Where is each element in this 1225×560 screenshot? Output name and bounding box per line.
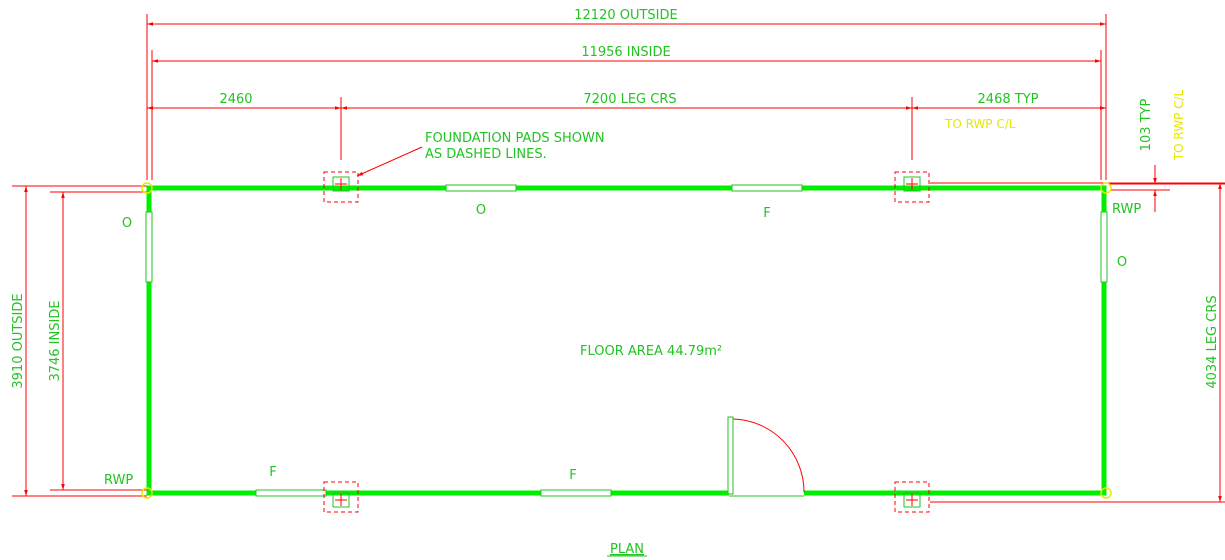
outside-length-label: 12120 OUTSIDE xyxy=(574,8,678,23)
window-bottom-left-label: F xyxy=(269,465,276,480)
window-top-right-label: F xyxy=(763,206,770,221)
window-top-left xyxy=(445,184,517,192)
rwp-marker-bottom-left xyxy=(141,487,153,499)
rwp-marker-top-left xyxy=(141,182,153,194)
rwp-marker-bottom-right xyxy=(1100,487,1112,499)
rwp-top-right-label: RWP xyxy=(1112,202,1141,217)
plan-title: PLAN xyxy=(610,542,644,557)
inside-width-label: 3746 INSIDE xyxy=(48,300,63,381)
foundation-pad-bottom-right xyxy=(894,481,930,513)
window-right xyxy=(1100,211,1108,283)
rwp-markers xyxy=(141,182,1112,499)
foundation-pad-top-right xyxy=(894,171,930,203)
foundation-leader xyxy=(356,146,423,177)
left-seg-label: 2460 xyxy=(219,92,252,107)
rwp-marker-top-right xyxy=(1100,182,1112,194)
door xyxy=(727,416,805,497)
window-left-label: O xyxy=(122,216,132,231)
window-top-right xyxy=(731,184,803,192)
rwp-offset-note: TO RWP C/L xyxy=(1172,89,1186,161)
rwp-offset-label: 103 TYP xyxy=(1139,99,1154,152)
windows xyxy=(145,184,1108,497)
window-right-label: O xyxy=(1117,255,1127,270)
door-swing xyxy=(732,418,805,493)
side-dimensions xyxy=(12,182,1225,503)
building-outline xyxy=(146,185,1107,496)
foundation-pad-top-left xyxy=(323,171,359,203)
window-bottom-mid-label: F xyxy=(569,468,576,483)
window-left xyxy=(145,211,153,283)
leg-crs-label: 7200 LEG CRS xyxy=(583,92,676,107)
window-bottom-left xyxy=(255,489,327,497)
foundation-note-line1: FOUNDATION PADS SHOWN xyxy=(425,131,605,146)
foundation-note-line2: AS DASHED LINES. xyxy=(425,147,547,162)
window-top-left-label: O xyxy=(476,203,486,218)
outside-width-label: 3910 OUTSIDE xyxy=(11,293,26,388)
foundation-pads xyxy=(323,171,930,513)
rwp-offset-dimension xyxy=(1110,165,1225,212)
inside-length-label: 11956 INSIDE xyxy=(581,45,670,60)
top-dimensions xyxy=(146,14,1107,180)
to-rwp-note: TO RWP C/L xyxy=(944,117,1016,131)
leg-crs-width-label: 4034 LEG CRS xyxy=(1205,295,1220,388)
rwp-bottom-left-label: RWP xyxy=(104,473,133,488)
right-seg-label: 2468 TYP xyxy=(978,92,1039,107)
floor-area-label: FLOOR AREA 44.79m² xyxy=(580,344,722,359)
door-leaf xyxy=(727,416,734,495)
window-bottom-mid xyxy=(540,489,612,497)
foundation-pad-bottom-left xyxy=(323,481,359,513)
